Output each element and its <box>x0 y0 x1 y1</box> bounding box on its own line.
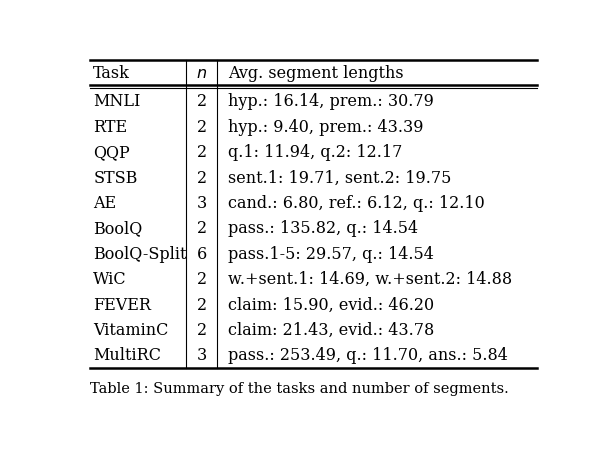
Text: FEVER: FEVER <box>93 296 151 313</box>
Text: 2: 2 <box>197 169 207 186</box>
Text: 2: 2 <box>197 296 207 313</box>
Text: BoolQ-Split: BoolQ-Split <box>93 245 187 262</box>
Text: RTE: RTE <box>93 118 127 135</box>
Text: sent.1: 19.71, sent.2: 19.75: sent.1: 19.71, sent.2: 19.75 <box>228 169 451 186</box>
Text: 2: 2 <box>197 144 207 161</box>
Text: pass.: 135.82, q.: 14.54: pass.: 135.82, q.: 14.54 <box>228 220 418 237</box>
Text: 2: 2 <box>197 93 207 110</box>
Text: Table 1: Summary of the tasks and number of segments.: Table 1: Summary of the tasks and number… <box>90 381 509 396</box>
Text: 6: 6 <box>196 245 207 262</box>
Text: MultiRC: MultiRC <box>93 347 161 364</box>
Text: q.1: 11.94, q.2: 12.17: q.1: 11.94, q.2: 12.17 <box>228 144 403 161</box>
Text: hyp.: 16.14, prem.: 30.79: hyp.: 16.14, prem.: 30.79 <box>228 93 434 110</box>
Text: BoolQ: BoolQ <box>93 220 143 237</box>
Text: 2: 2 <box>197 270 207 287</box>
Text: Avg. segment lengths: Avg. segment lengths <box>228 65 404 82</box>
Text: claim: 15.90, evid.: 46.20: claim: 15.90, evid.: 46.20 <box>228 296 434 313</box>
Text: w.+sent.1: 14.69, w.+sent.2: 14.88: w.+sent.1: 14.69, w.+sent.2: 14.88 <box>228 270 512 287</box>
Text: claim: 21.43, evid.: 43.78: claim: 21.43, evid.: 43.78 <box>228 321 434 338</box>
Text: AE: AE <box>93 195 117 212</box>
Text: 2: 2 <box>197 220 207 237</box>
Text: 2: 2 <box>197 118 207 135</box>
Text: VitaminC: VitaminC <box>93 321 169 338</box>
Text: cand.: 6.80, ref.: 6.12, q.: 12.10: cand.: 6.80, ref.: 6.12, q.: 12.10 <box>228 195 485 212</box>
Text: 2: 2 <box>197 321 207 338</box>
Text: 3: 3 <box>196 195 207 212</box>
Text: 3: 3 <box>196 347 207 364</box>
Text: STSB: STSB <box>93 169 138 186</box>
Text: $n$: $n$ <box>196 65 207 82</box>
Text: WiC: WiC <box>93 270 127 287</box>
Text: MNLI: MNLI <box>93 93 141 110</box>
Text: QQP: QQP <box>93 144 130 161</box>
Text: hyp.: 9.40, prem.: 43.39: hyp.: 9.40, prem.: 43.39 <box>228 118 424 135</box>
Text: Task: Task <box>93 65 130 82</box>
Text: pass.: 253.49, q.: 11.70, ans.: 5.84: pass.: 253.49, q.: 11.70, ans.: 5.84 <box>228 347 508 364</box>
Text: pass.1-5: 29.57, q.: 14.54: pass.1-5: 29.57, q.: 14.54 <box>228 245 434 262</box>
